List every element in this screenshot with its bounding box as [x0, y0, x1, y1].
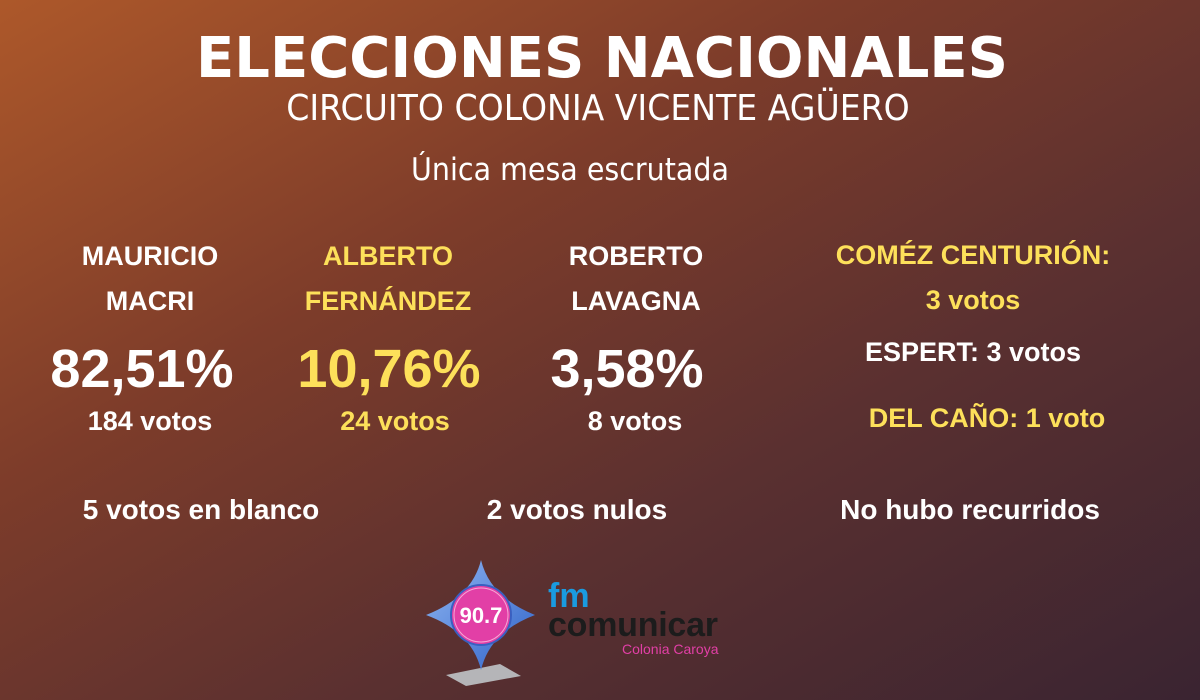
candidate-percent-macri: 82,51%: [50, 339, 234, 399]
null-votes: 2 votos nulos: [486, 494, 668, 525]
gomez-centurion-votes: 3 votos: [925, 285, 1021, 315]
blank-votes: 5 votos en blanco: [82, 494, 320, 525]
candidate-percent-lavagna: 3,58%: [550, 339, 704, 399]
candidate-name-fernandez: ALBERTO FERNÁNDEZ: [304, 241, 472, 316]
logo-city: Colonia Caroya: [622, 641, 719, 657]
candidate-votes-macri: 184 votos: [87, 406, 213, 436]
radio-logo: 90.7 fm comunicar Colonia Caroya: [420, 552, 730, 692]
espert-votes: ESPERT: 3 votos: [864, 337, 1082, 367]
candidate-votes-lavagna: 8 votos: [587, 406, 683, 436]
candidate-name-macri: MAURICIO MACRI: [81, 241, 219, 316]
candidate-votes-fernandez: 24 votos: [340, 406, 450, 436]
scrutiny-note: Única mesa escrutada: [411, 152, 729, 188]
logo-name: comunicar: [548, 606, 718, 644]
logo-frequency: 90.7: [460, 603, 503, 628]
page-subtitle: CIRCUITO COLONIA VICENTE AGÜERO: [286, 88, 910, 129]
gomez-centurion-name: COMÉZ CENTURIÓN:: [835, 240, 1111, 270]
candidate-percent-fernandez: 10,76%: [297, 339, 481, 399]
page-title: ELECCIONES NACIONALES: [196, 26, 1008, 91]
star-icon: 90.7 fm comunicar Colonia Caroya: [426, 560, 719, 686]
delcano-votes: DEL CAÑO: 1 voto: [868, 403, 1106, 433]
challenged-votes: No hubo recurridos: [840, 494, 1100, 525]
candidate-name-lavagna: ROBERTO LAVAGNA: [568, 241, 704, 316]
logo-fm: fm: [548, 577, 590, 615]
